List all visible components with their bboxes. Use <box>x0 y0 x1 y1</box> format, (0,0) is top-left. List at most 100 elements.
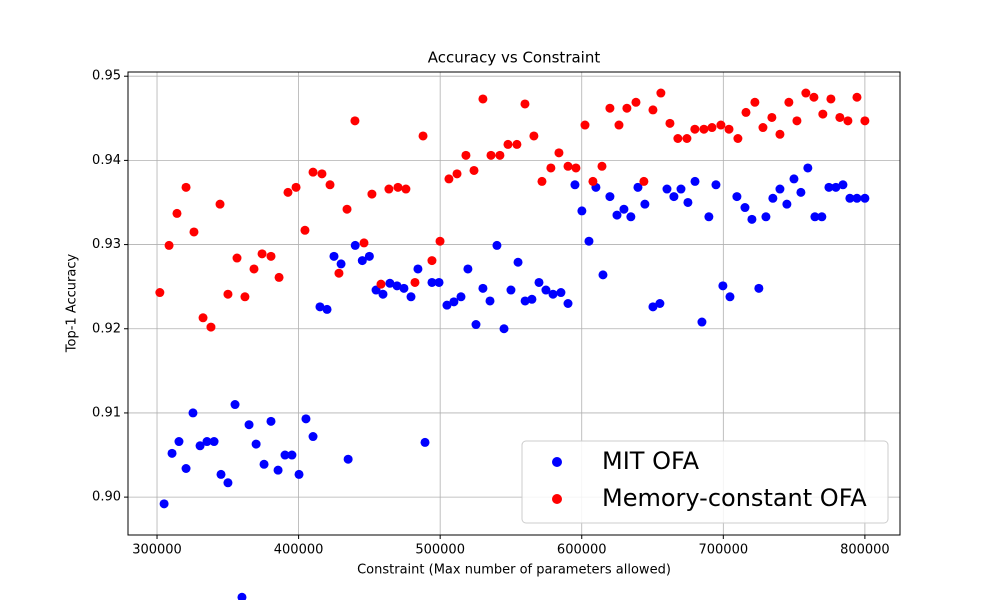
point <box>580 120 590 130</box>
point <box>556 288 566 298</box>
point <box>563 161 573 171</box>
point <box>159 499 169 509</box>
point <box>325 180 335 190</box>
point <box>732 192 742 202</box>
point <box>656 88 666 98</box>
point <box>614 120 624 130</box>
point <box>506 285 516 295</box>
point <box>852 92 862 102</box>
point <box>287 450 297 460</box>
point <box>198 313 208 323</box>
point <box>626 212 636 222</box>
point <box>181 463 191 473</box>
point <box>860 193 870 203</box>
legend-label: Memory-constant OFA <box>602 484 867 512</box>
x-tick-label: 300000 <box>132 543 182 558</box>
point <box>809 92 819 102</box>
point <box>852 193 862 203</box>
point <box>699 124 709 134</box>
point <box>718 281 728 291</box>
point <box>639 176 649 186</box>
point <box>291 182 301 192</box>
point <box>775 129 785 139</box>
point <box>724 124 734 134</box>
point <box>548 289 558 299</box>
point <box>280 450 290 460</box>
point <box>343 454 353 464</box>
point <box>442 300 452 310</box>
point <box>838 180 848 190</box>
point <box>527 294 537 304</box>
point <box>690 176 700 186</box>
point <box>704 212 714 222</box>
point <box>308 167 318 177</box>
point <box>503 139 513 149</box>
point <box>648 105 658 115</box>
point <box>413 264 423 274</box>
legend-marker <box>552 457 562 467</box>
legend-marker <box>552 494 562 504</box>
point <box>371 285 381 295</box>
point <box>376 279 386 289</box>
point <box>747 214 757 224</box>
point <box>174 437 184 447</box>
point <box>529 131 539 141</box>
x-axis-label: Constraint (Max number of parameters all… <box>357 563 671 578</box>
point <box>463 264 473 274</box>
point <box>393 182 403 192</box>
point <box>513 257 523 267</box>
point <box>357 256 367 266</box>
point <box>662 184 672 194</box>
point <box>605 192 615 202</box>
point <box>796 187 806 197</box>
point <box>378 289 388 299</box>
point <box>541 285 551 295</box>
point <box>461 150 471 160</box>
point <box>456 292 466 302</box>
point <box>444 174 454 184</box>
point <box>427 277 437 287</box>
point <box>775 184 785 194</box>
point <box>784 97 794 107</box>
point <box>334 268 344 278</box>
point <box>155 288 165 298</box>
y-tick-label: 0.92 <box>92 321 121 336</box>
point <box>495 150 505 160</box>
x-tick-label: 600000 <box>557 543 607 558</box>
point <box>835 112 845 122</box>
legend-box <box>521 440 889 524</box>
point <box>817 212 827 222</box>
point <box>683 197 693 207</box>
point <box>803 163 813 173</box>
point <box>209 437 219 447</box>
point <box>471 320 481 330</box>
point <box>792 116 802 126</box>
point <box>810 212 820 222</box>
point <box>554 148 564 158</box>
point <box>206 322 216 332</box>
point <box>435 236 445 246</box>
point <box>406 292 416 302</box>
point <box>188 408 198 418</box>
point <box>215 199 225 209</box>
point <box>619 204 629 214</box>
point <box>733 134 743 144</box>
point <box>350 240 360 250</box>
point <box>741 107 751 117</box>
point <box>520 296 530 306</box>
point <box>329 251 339 261</box>
point <box>283 187 293 197</box>
y-tick-label: 0.90 <box>92 490 121 505</box>
point <box>274 272 284 282</box>
point <box>789 174 799 184</box>
point <box>758 123 768 133</box>
point <box>181 182 191 192</box>
point <box>512 139 522 149</box>
point <box>342 204 352 214</box>
point <box>716 120 726 130</box>
point <box>478 94 488 104</box>
point <box>520 99 530 109</box>
point <box>240 292 250 302</box>
point <box>249 264 259 274</box>
y-tick-label: 0.95 <box>92 69 121 84</box>
